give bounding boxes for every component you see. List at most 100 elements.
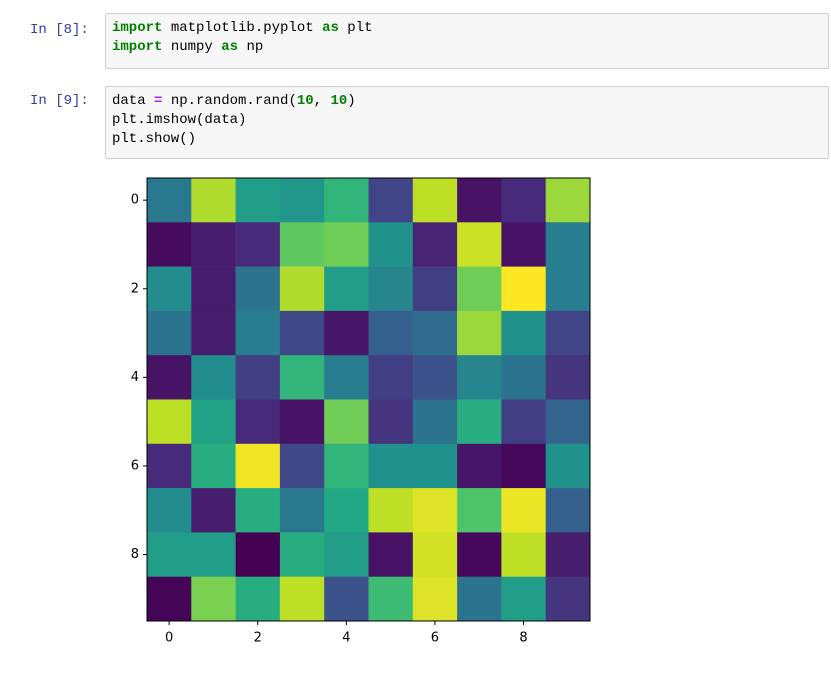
heatmap-cell: [191, 222, 236, 267]
axes-frame: [146, 177, 591, 622]
heatmap-cell: [235, 178, 281, 223]
heatmap-cell: [235, 355, 281, 400]
heatmap-cell: [368, 310, 414, 356]
heatmap-cell: [191, 443, 236, 489]
heatmap-cell: [147, 222, 192, 267]
heatmap-cell: [147, 266, 192, 312]
heatmap-cell: [412, 443, 458, 489]
heatmap-cell: [324, 399, 369, 445]
heatmap-cell: [235, 399, 281, 445]
heatmap-cell: [279, 443, 325, 489]
heatmap-cell: [545, 222, 591, 267]
heatmap-cell: [501, 266, 546, 312]
heatmap-cell: [501, 178, 546, 223]
heatmap-cell: [457, 399, 502, 445]
heatmap-cell: [324, 532, 369, 577]
heatmap-cell: [324, 488, 369, 533]
heatmap-cell: [279, 355, 325, 400]
heatmap-cell: [457, 532, 502, 577]
heatmap-cell: [147, 399, 192, 445]
heatmap-cell: [501, 532, 546, 577]
heatmap-cell: [147, 178, 192, 223]
heatmap-cell: [279, 532, 325, 577]
code-line: import matplotlib.pyplot as plt: [112, 19, 822, 38]
x-tick-label: 8: [519, 631, 527, 646]
heatmap-cell: [412, 576, 458, 622]
code-token: 10: [330, 93, 348, 109]
heatmap-cell: [457, 488, 502, 533]
code-token: ,: [313, 93, 331, 109]
heatmap-cell: [545, 178, 591, 223]
code-token: plt: [338, 20, 373, 36]
heatmap-cell: [279, 310, 325, 356]
x-tick-label: 4: [342, 631, 350, 646]
code-token: np: [238, 39, 264, 55]
heatmap-cell: [147, 576, 192, 622]
heatmap-cell: [457, 178, 502, 223]
heatmap-cell: [235, 266, 281, 312]
heatmap-cell: [368, 532, 414, 577]
code-cell[interactable]: data = np.random.rand(10, 10) plt.imshow(…: [105, 86, 829, 159]
heatmap-cell: [501, 355, 546, 400]
heatmap-cell: [235, 532, 281, 577]
heatmap-cell: [501, 222, 546, 267]
heatmap-cell: [324, 222, 369, 267]
heatmap-cell: [368, 399, 414, 445]
heatmap-cell: [412, 266, 458, 312]
heatmap-cell: [147, 488, 192, 533]
heatmap-cell: [412, 488, 458, 533]
code-token: numpy: [162, 39, 222, 55]
heatmap-cell: [147, 355, 192, 400]
code-token: as: [221, 39, 239, 55]
heatmap-cell: [279, 488, 325, 533]
heatmap-cell: [324, 266, 369, 312]
heatmap-cell: [545, 488, 591, 533]
code-token: matplotlib.pyplot: [162, 20, 323, 36]
cell-prompt: In [8]:: [30, 22, 89, 38]
code-token: data: [112, 93, 155, 109]
heatmap-cell: [235, 443, 281, 489]
heatmap-cell: [235, 310, 281, 356]
heatmap-cell: [191, 310, 236, 356]
cell-prompt: In [9]:: [30, 93, 89, 109]
heatmap-cell: [147, 532, 192, 577]
x-tick-label: 2: [254, 631, 262, 646]
heatmap-cell: [191, 488, 236, 533]
heatmap-cell: [279, 576, 325, 622]
heatmap-cell: [412, 532, 458, 577]
heatmap-cell: [501, 399, 546, 445]
x-tick-label: 0: [165, 631, 173, 646]
heatmap-cell: [368, 266, 414, 312]
heatmap-cell: [368, 178, 414, 223]
heatmap-cell: [147, 443, 192, 489]
y-tick-label: 6: [131, 458, 139, 473]
heatmap-cell: [235, 576, 281, 622]
heatmap-cell: [235, 222, 281, 267]
heatmap-cell: [324, 443, 369, 489]
heatmap-cell: [279, 399, 325, 445]
heatmap-cell: [545, 266, 591, 312]
code-token: plt.show(): [112, 131, 197, 147]
heatmap-cell: [412, 399, 458, 445]
y-tick-label: 8: [131, 547, 139, 562]
heatmap-cell: [235, 488, 281, 533]
heatmap-cell: [545, 355, 591, 400]
code-token: =: [154, 93, 163, 109]
code-token: import: [112, 20, 163, 36]
heatmap-cell: [457, 355, 502, 400]
code-cell[interactable]: import matplotlib.pyplot as plt import nu…: [105, 13, 829, 69]
code-token: as: [322, 20, 339, 36]
heatmap-cell: [457, 576, 502, 622]
heatmap-cell: [457, 310, 502, 356]
heatmap-cell: [545, 532, 591, 577]
heatmap-cell: [457, 266, 502, 312]
heatmap-cell: [191, 399, 236, 445]
heatmap-cell: [545, 443, 591, 489]
heatmap-cell: [368, 222, 414, 267]
heatmap-cell: [279, 266, 325, 312]
heatmap-cell: [501, 443, 546, 489]
code-line: plt.imshow(data): [112, 111, 822, 130]
heatmap-cell: [457, 443, 502, 489]
heatmap-cell: [324, 310, 369, 356]
